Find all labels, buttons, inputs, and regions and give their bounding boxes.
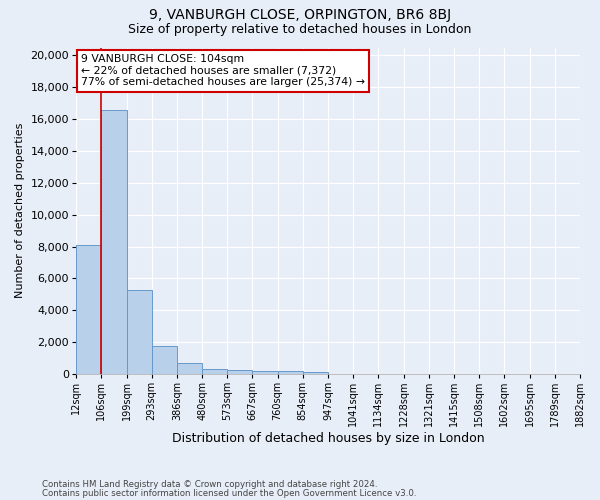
Bar: [278, 371, 303, 374]
Y-axis label: Number of detached properties: Number of detached properties: [15, 123, 25, 298]
X-axis label: Distribution of detached houses by size in London: Distribution of detached houses by size …: [172, 432, 484, 445]
Bar: [101, 110, 127, 374]
Bar: [177, 363, 202, 374]
Bar: [253, 371, 278, 374]
Bar: [202, 369, 227, 374]
Bar: [152, 346, 177, 374]
Text: 9 VANBURGH CLOSE: 104sqm
← 22% of detached houses are smaller (7,372)
77% of sem: 9 VANBURGH CLOSE: 104sqm ← 22% of detach…: [81, 54, 365, 87]
Bar: [227, 370, 253, 374]
Bar: [303, 372, 328, 374]
Text: Contains public sector information licensed under the Open Government Licence v3: Contains public sector information licen…: [42, 489, 416, 498]
Text: Size of property relative to detached houses in London: Size of property relative to detached ho…: [128, 22, 472, 36]
Text: Contains HM Land Registry data © Crown copyright and database right 2024.: Contains HM Land Registry data © Crown c…: [42, 480, 377, 489]
Text: 9, VANBURGH CLOSE, ORPINGTON, BR6 8BJ: 9, VANBURGH CLOSE, ORPINGTON, BR6 8BJ: [149, 8, 451, 22]
Bar: [127, 290, 152, 374]
Bar: [76, 245, 101, 374]
